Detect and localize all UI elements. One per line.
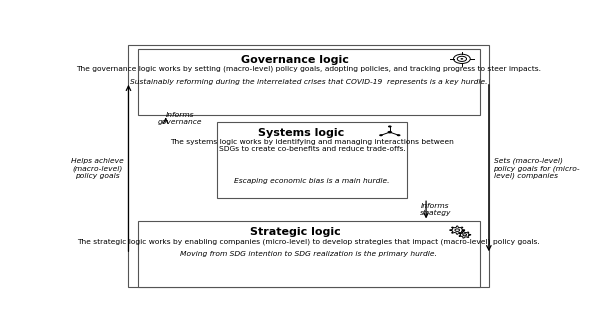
Text: Informs
strategy: Informs strategy [419, 203, 451, 216]
Circle shape [388, 126, 392, 128]
Circle shape [388, 131, 392, 134]
Circle shape [379, 134, 383, 136]
Bar [138, 49, 479, 115]
Text: The strategic logic works by enabling companies (micro-level) to develop strateg: The strategic logic works by enabling co… [77, 238, 540, 244]
Text: Strategic logic: Strategic logic [250, 227, 340, 237]
Circle shape [397, 134, 401, 136]
Text: Sustainably reforming during the interrelated crises that COVID-19  represents i: Sustainably reforming during the interre… [130, 78, 487, 85]
Text: Escaping economic bias is a main hurdle.: Escaping economic bias is a main hurdle. [235, 178, 390, 184]
Text: Sets (macro-level)
policy goals for (micro-
level) companies: Sets (macro-level) policy goals for (mic… [493, 158, 580, 179]
Text: The systems logic works by identifying and managing interactions between
SDGs to: The systems logic works by identifying a… [170, 139, 454, 152]
Bar [217, 122, 407, 198]
Text: The governance logic works by setting (macro-level) policy goals, adopting polic: The governance logic works by setting (m… [76, 66, 541, 72]
Text: Systems logic: Systems logic [257, 128, 344, 138]
Circle shape [460, 58, 463, 60]
Bar [128, 45, 489, 287]
Text: Informs
governance: Informs governance [157, 112, 202, 125]
Text: Moving from SDG intention to SDG realization is the primary hurdle.: Moving from SDG intention to SDG realiza… [180, 251, 437, 257]
Text: Governance logic: Governance logic [241, 55, 349, 65]
Text: Helps achieve
(macro-level)
policy goals: Helps achieve (macro-level) policy goals [71, 158, 124, 179]
Bar [138, 221, 479, 287]
